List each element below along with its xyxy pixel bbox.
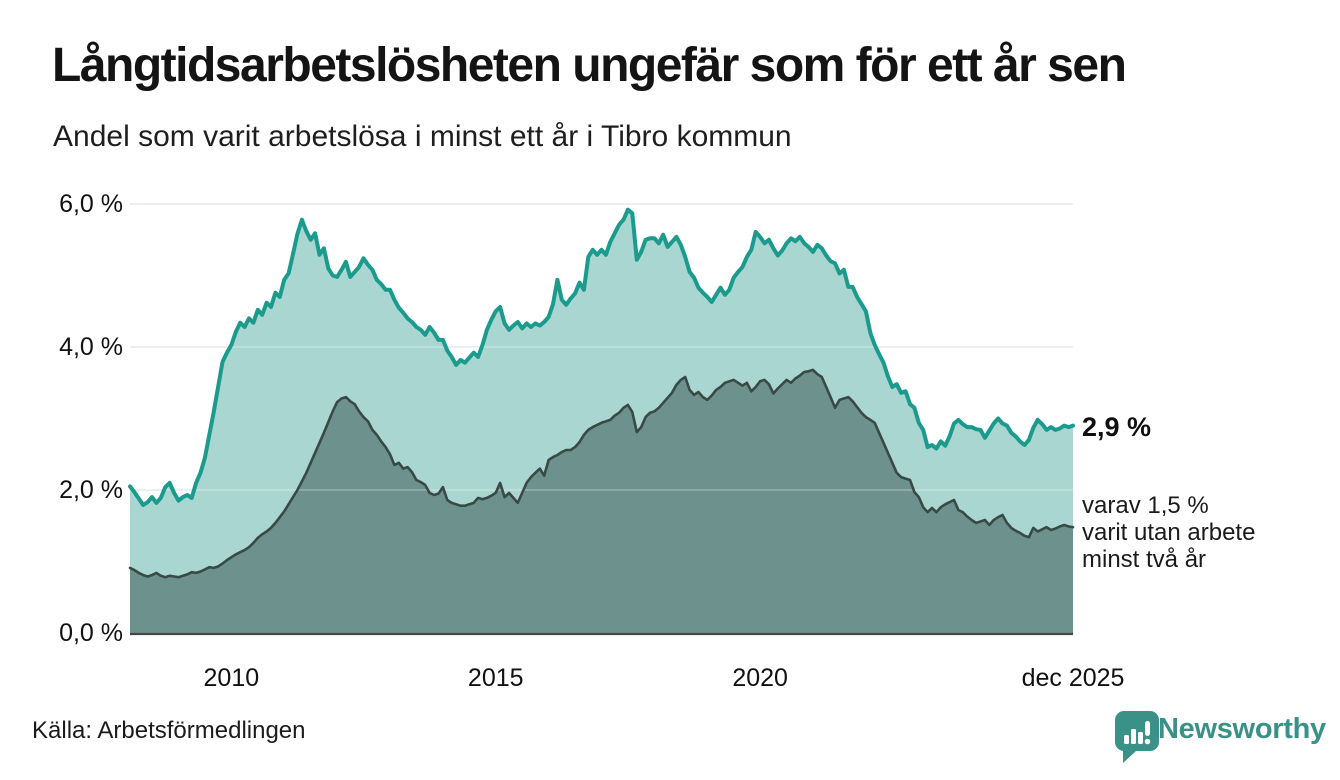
newsworthy-bubble-chart-icon <box>1115 711 1159 763</box>
x-axis-tick-2015: 2015 <box>467 664 524 692</box>
end-sub-line-2: varit utan arbete <box>1082 519 1256 546</box>
page-title: Långtidsarbetslösheten ungefär som för e… <box>52 39 1127 92</box>
x-axis-tick-2010: 2010 <box>203 664 260 692</box>
end-sub-line-3: minst två år <box>1082 546 1207 573</box>
chart-subtitle: Andel som varit arbetslösa i minst ett å… <box>53 120 792 153</box>
end-value-label: 2,9 % <box>1082 412 1152 442</box>
end-sub-label: varav 1,5 % varit utan arbete minst två … <box>1082 492 1255 573</box>
y-axis-tick-2: 2,0 % <box>59 476 123 504</box>
x-axis-tick-end: dec 2025 <box>1021 664 1125 692</box>
y-axis-tick-4: 4,0 % <box>59 333 123 361</box>
source-note: Källa: Arbetsförmedlingen <box>32 717 306 744</box>
newsworthy-wordmark: Newsworthy <box>1158 713 1326 745</box>
y-axis-tick-0: 0,0 % <box>59 619 123 647</box>
y-axis-tick-6: 6,0 % <box>59 190 123 218</box>
x-axis-tick-2020: 2020 <box>732 664 788 692</box>
end-sub-line-1: varav 1,5 % <box>1082 492 1209 519</box>
newsworthy-logo: Newsworthy <box>1115 703 1326 765</box>
